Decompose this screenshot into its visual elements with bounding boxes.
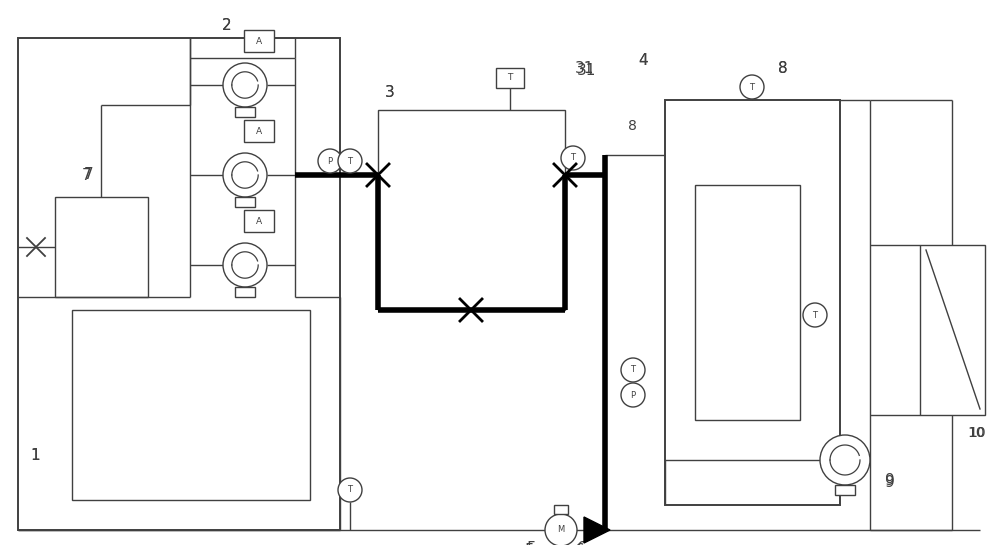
Text: 2: 2	[222, 18, 232, 33]
Text: 10: 10	[968, 426, 986, 440]
Circle shape	[318, 149, 342, 173]
Circle shape	[338, 149, 362, 173]
Circle shape	[223, 243, 267, 287]
Bar	[235, 287, 255, 297]
Text: 1: 1	[30, 448, 40, 463]
Bar	[496, 68, 524, 88]
Circle shape	[820, 435, 870, 485]
Text: T: T	[631, 366, 636, 374]
Text: P: P	[327, 156, 333, 166]
Text: 3: 3	[385, 85, 395, 100]
Text: 31: 31	[577, 63, 596, 78]
Bar	[72, 310, 310, 500]
Text: 8: 8	[628, 119, 637, 133]
Text: T: T	[812, 311, 818, 319]
Text: T: T	[348, 486, 352, 494]
Bar	[695, 185, 800, 420]
Circle shape	[621, 358, 645, 382]
Circle shape	[338, 478, 362, 502]
Bar	[244, 30, 274, 52]
Circle shape	[740, 75, 764, 99]
Text: 9: 9	[885, 475, 895, 490]
Circle shape	[545, 514, 577, 545]
Circle shape	[561, 146, 585, 170]
Bar	[665, 100, 840, 505]
Text: P: P	[630, 391, 636, 399]
Text: T: T	[750, 82, 755, 92]
Bar	[244, 210, 274, 232]
Bar	[920, 245, 985, 415]
Bar	[18, 38, 340, 530]
Bar	[55, 197, 148, 297]
Polygon shape	[584, 517, 610, 543]
Text: 4: 4	[638, 53, 648, 68]
Bar	[235, 197, 255, 207]
Text: 8: 8	[778, 61, 788, 76]
Bar	[554, 505, 568, 514]
Text: 8: 8	[778, 61, 788, 76]
Text: 31: 31	[575, 61, 594, 76]
Circle shape	[803, 303, 827, 327]
Text: 4: 4	[638, 53, 648, 68]
Text: T: T	[570, 154, 576, 162]
Text: 1: 1	[30, 448, 40, 463]
Text: T: T	[348, 156, 352, 166]
Text: 5: 5	[525, 543, 535, 545]
Circle shape	[223, 153, 267, 197]
Bar	[835, 485, 855, 495]
Text: 6: 6	[577, 541, 587, 545]
Text: A: A	[256, 126, 262, 136]
Text: A: A	[256, 216, 262, 226]
Circle shape	[621, 383, 645, 407]
Circle shape	[223, 63, 267, 107]
Bar	[378, 110, 565, 310]
Text: 7: 7	[82, 168, 92, 183]
Text: 3: 3	[385, 85, 395, 100]
Text: 6: 6	[575, 543, 585, 545]
Bar	[235, 107, 255, 117]
Text: T: T	[507, 74, 513, 82]
Text: M: M	[557, 525, 565, 535]
Bar	[244, 120, 274, 142]
Text: A: A	[256, 37, 262, 45]
Text: 10: 10	[967, 426, 985, 440]
Text: 5: 5	[527, 541, 537, 545]
Text: 2: 2	[222, 18, 232, 33]
Text: 9: 9	[885, 473, 895, 488]
Text: 7: 7	[84, 167, 94, 182]
